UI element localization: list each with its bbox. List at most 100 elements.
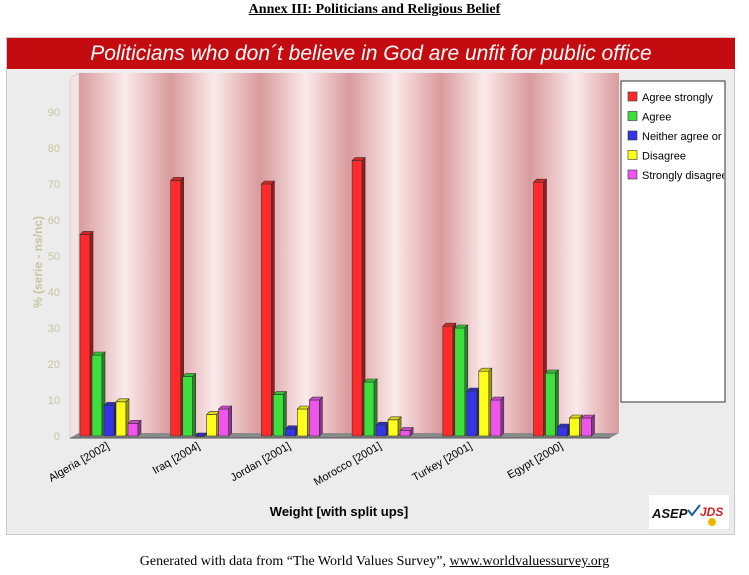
legend-item: Agree (627, 111, 671, 124)
bar (308, 396, 324, 437)
y-tick-label: 30 (48, 323, 60, 335)
bar-side (137, 419, 142, 437)
y-tick-label: 50 (48, 251, 60, 263)
bar-side (500, 396, 505, 437)
bar-front (351, 160, 363, 437)
y-tick-label: 60 (48, 215, 60, 227)
bar-side (409, 426, 414, 437)
bar-front (297, 408, 308, 437)
bar (272, 390, 288, 437)
bar (478, 367, 493, 437)
bar-front (79, 234, 91, 437)
logo-dot-icon (708, 518, 716, 526)
bar-front (170, 180, 181, 437)
bar (399, 426, 414, 437)
bar (103, 401, 118, 437)
legend-swatch (627, 111, 638, 121)
bar (442, 322, 457, 437)
bar (91, 351, 106, 437)
bar-front (557, 426, 568, 437)
bar-front (375, 424, 387, 437)
plot-side-wall (69, 72, 80, 439)
bar-front (569, 417, 580, 437)
bar (466, 387, 481, 437)
bar-front (261, 183, 272, 437)
bar (217, 405, 233, 437)
y-tick-label: 40 (48, 287, 60, 299)
logo-check-icon (687, 504, 701, 517)
legend-label: Agree (642, 112, 671, 124)
bar-front (91, 354, 103, 437)
bar-front (442, 325, 454, 437)
y-tick-label: 80 (48, 143, 60, 155)
legend-swatch (627, 130, 638, 141)
bar-front (182, 376, 193, 437)
bar (568, 414, 584, 437)
legend-swatch (627, 169, 638, 180)
bar-front (466, 390, 478, 437)
bar-side (591, 414, 595, 437)
bar-series (79, 156, 596, 437)
bar (296, 405, 312, 437)
y-axis-ticks: 0 10 20 30 40 50 60 70 80 90 (48, 107, 60, 443)
annex-title: Annex III: Politicians and Religious Bel… (248, 2, 501, 17)
bar-side (192, 372, 196, 437)
bar (193, 432, 209, 437)
bar (363, 378, 378, 437)
y-axis-title: % (serie - ns/nc) (31, 216, 45, 308)
bar-side (319, 396, 323, 437)
category-label: Iraq [2004] (151, 440, 203, 477)
category-label: Morocco [2001] (312, 440, 384, 488)
bar (260, 180, 276, 437)
asep-jds-logo: ASEP JDS (649, 495, 729, 529)
bar-front (545, 372, 556, 437)
category-labels: Algeria [2002] Iraq [2004] Jordan [2001] Mo… (47, 440, 565, 488)
legend-item: Strongly disagree (627, 169, 724, 182)
bar (580, 414, 596, 437)
legend-label: Disagree (642, 151, 686, 163)
bar-front (309, 399, 320, 437)
bar-front (581, 417, 592, 437)
y-tick-label: 70 (48, 179, 60, 191)
bar (79, 230, 94, 437)
footer-source: Generated with data from “The World Valu… (0, 554, 749, 570)
bar (490, 396, 505, 437)
category-label: Egypt [2000] (505, 440, 565, 481)
plot-back-wall (79, 73, 619, 433)
bar-front (273, 394, 284, 437)
bar (532, 178, 548, 437)
category-label: Turkey [2001] (410, 440, 474, 484)
bar-front (363, 381, 375, 437)
bar (115, 398, 130, 437)
legend-box (620, 80, 726, 403)
legend: Agree strongly Agree Neither agree or disa… (627, 91, 749, 182)
bar (544, 369, 560, 437)
y-tick-label: 20 (48, 359, 60, 371)
bar-front (127, 423, 139, 437)
footer-link[interactable]: www.worldvaluessurvey.org (449, 554, 610, 569)
bar-front (387, 419, 399, 437)
bar-front (206, 414, 217, 437)
bar (284, 425, 300, 437)
legend-label: Neither agree or disagree (642, 131, 749, 143)
bar-front (478, 370, 490, 437)
category-label: Algeria [2002] (47, 440, 112, 484)
bar-front (399, 430, 411, 437)
x-axis-title: Weight [with split ups] (270, 504, 408, 519)
bar-front (103, 405, 115, 437)
bar (169, 176, 185, 437)
logo-text-left: ASEP (651, 506, 688, 521)
legend-item: Agree strongly (627, 91, 713, 104)
bar-front (490, 399, 502, 437)
bar (351, 156, 366, 437)
bar (181, 372, 197, 437)
y-tick-label: 10 (48, 395, 60, 407)
bar (127, 419, 142, 437)
category-label: Jordan [2001] (229, 440, 293, 484)
bar (454, 324, 469, 437)
bar (556, 423, 572, 437)
logo-text-right: JDS (700, 505, 723, 519)
y-tick-label: 0 (54, 431, 60, 443)
bar-front (115, 401, 127, 437)
